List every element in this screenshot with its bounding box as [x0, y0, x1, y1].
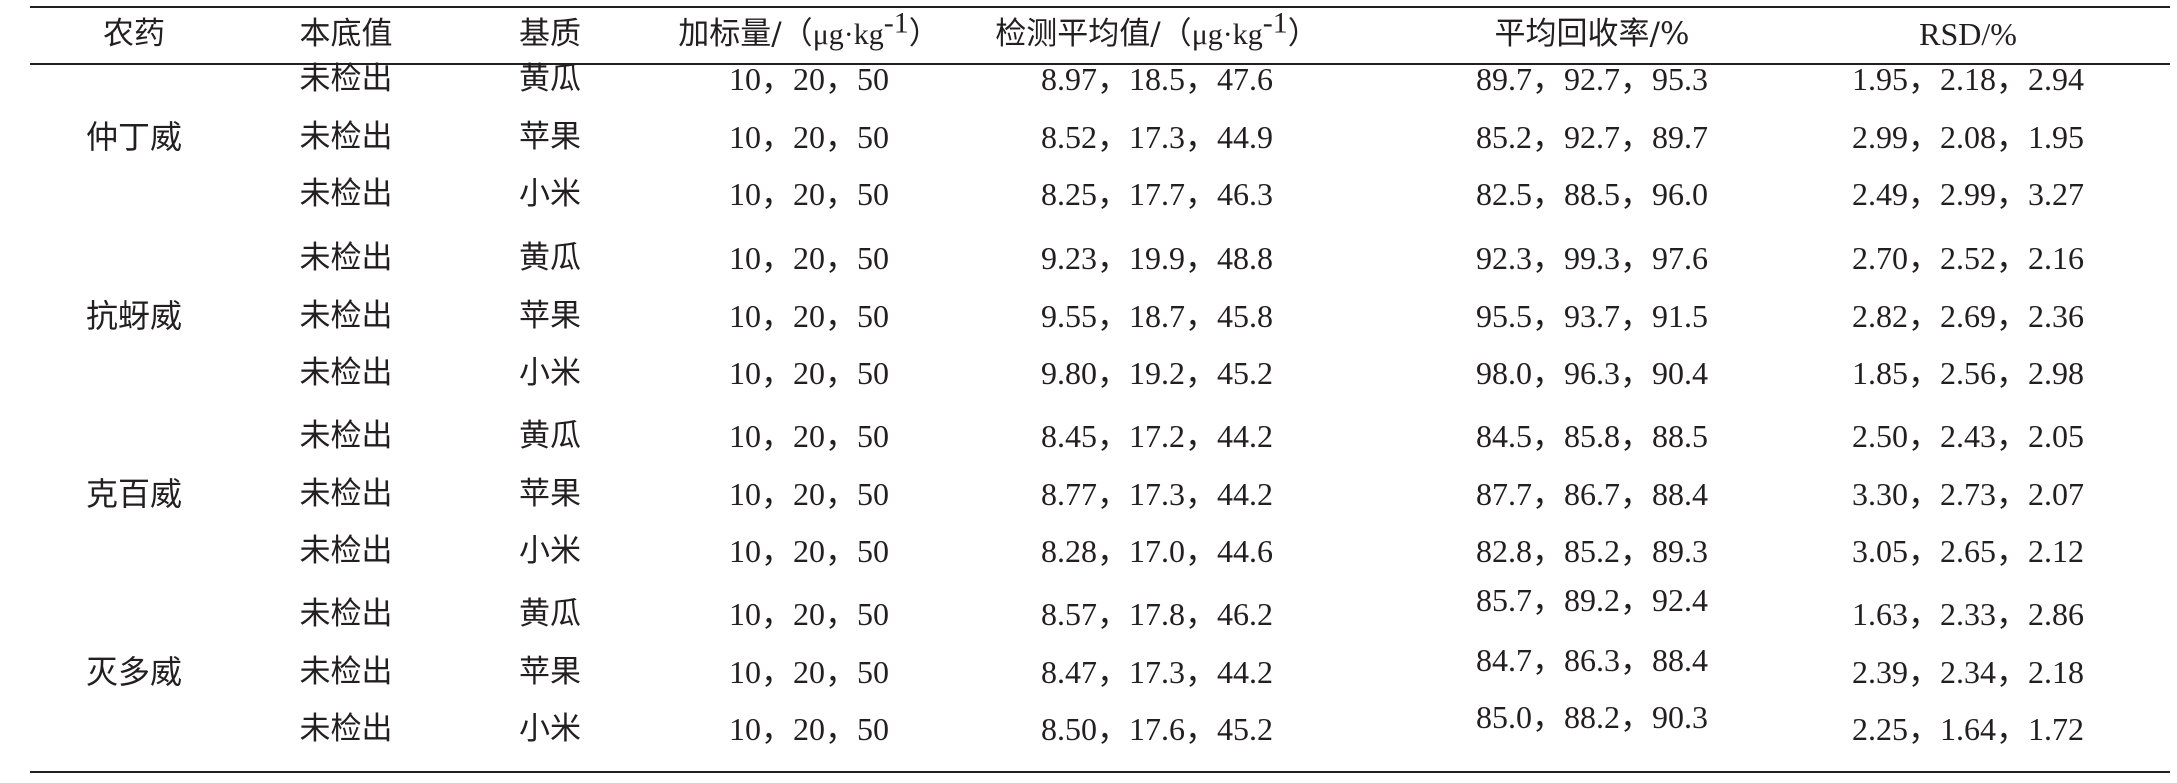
header-spike-level: 加标量/（μg·kg-1）	[678, 8, 940, 54]
header-spike-suffix: ）	[908, 16, 940, 52]
cell-matrix: 小米	[519, 711, 581, 747]
cell-spike: 10，20，50	[728, 297, 890, 334]
cell-matrix: 苹果	[519, 653, 581, 690]
cell-background: 未检出	[299, 176, 393, 212]
cell-background: 未检出	[299, 533, 393, 569]
cell-recovery: 95.5，93.7，91.5	[1475, 297, 1709, 334]
cell-recovery: 85.0，88.2，90.3	[1475, 699, 1709, 735]
cell-spike: 10，20，50	[728, 118, 890, 155]
header-measured-mean: 检测平均值/（μg·kg-1）	[995, 8, 1319, 54]
cell-recovery: 84.7，86.3，88.4	[1475, 641, 1709, 678]
table-bottom-rule	[30, 771, 2170, 773]
cell-background: 未检出	[299, 711, 393, 747]
header-spike-unit: μg·kg	[812, 18, 884, 51]
cell-rsd: 2.70，2.52，2.16	[1851, 240, 2085, 276]
cell-measured: 8.52，17.3，44.9	[1040, 118, 1274, 155]
cell-measured: 8.25，17.7，46.3	[1040, 176, 1274, 212]
cell-rsd: 1.63，2.33，2.86	[1851, 596, 2085, 632]
header-rsd: RSD/%	[1919, 16, 2017, 52]
cell-matrix: 黄瓜	[519, 61, 581, 97]
header-measured-sup: -1	[1262, 6, 1288, 40]
cell-background: 未检出	[299, 297, 393, 334]
cell-matrix: 小米	[519, 176, 581, 212]
cell-measured: 8.77，17.3，44.2	[1040, 475, 1274, 512]
header-measured-prefix: 检测平均值/（	[995, 16, 1192, 52]
pesticide-name: 仲丁威	[85, 117, 183, 156]
cell-recovery: 85.2，92.7，89.7	[1475, 118, 1709, 155]
header-spike-prefix: 加标量/（	[678, 16, 813, 52]
header-recovery: 平均回收率/%	[1494, 16, 1690, 52]
cell-background: 未检出	[299, 596, 393, 632]
cell-rsd: 2.99，2.08，1.95	[1851, 118, 2085, 155]
cell-matrix: 小米	[519, 533, 581, 569]
cell-measured: 8.45，17.2，44.2	[1040, 418, 1274, 454]
cell-measured: 8.57，17.8，46.2	[1040, 596, 1274, 632]
cell-measured: 8.50，17.6，45.2	[1040, 711, 1274, 747]
cell-recovery: 84.5，85.8，88.5	[1475, 418, 1709, 454]
cell-background: 未检出	[299, 61, 393, 97]
cell-spike: 10，20，50	[728, 61, 890, 97]
cell-background: 未检出	[299, 418, 393, 454]
cell-measured: 8.97，18.5，47.6	[1040, 61, 1274, 97]
cell-spike: 10，20，50	[728, 596, 890, 632]
cell-background: 未检出	[299, 475, 393, 512]
cell-rsd: 3.05，2.65，2.12	[1851, 533, 2085, 569]
header-measured-suffix: ）	[1287, 16, 1319, 52]
cell-spike: 10，20，50	[728, 418, 890, 454]
cell-recovery: 98.0，96.3，90.4	[1475, 355, 1709, 391]
cell-measured: 9.80，19.2，45.2	[1040, 355, 1274, 391]
cell-rsd: 2.39，2.34，2.18	[1851, 653, 2085, 690]
cell-background: 未检出	[299, 355, 393, 391]
cell-rsd: 2.49，2.99，3.27	[1851, 176, 2085, 212]
cell-recovery: 82.8，85.2，89.3	[1475, 533, 1709, 569]
cell-rsd: 1.95，2.18，2.94	[1851, 61, 2085, 97]
cell-spike: 10，20，50	[728, 475, 890, 512]
cell-matrix: 苹果	[519, 297, 581, 334]
cell-rsd: 2.82，2.69，2.36	[1851, 297, 2085, 334]
cell-recovery: 89.7，92.7，95.3	[1475, 61, 1709, 97]
pesticide-name: 灭多威	[85, 652, 183, 691]
cell-recovery: 82.5，88.5，96.0	[1475, 176, 1709, 212]
cell-background: 未检出	[299, 653, 393, 690]
cell-spike: 10，20，50	[728, 711, 890, 747]
cell-background: 未检出	[299, 118, 393, 155]
pesticide-name: 克百威	[85, 474, 183, 513]
cell-matrix: 小米	[519, 355, 581, 391]
header-spike-sup: -1	[883, 6, 909, 40]
cell-rsd: 2.25，1.64，1.72	[1851, 711, 2085, 747]
cell-background: 未检出	[299, 240, 393, 276]
cell-matrix: 黄瓜	[519, 418, 581, 454]
cell-matrix: 苹果	[519, 118, 581, 155]
table-top-rule	[30, 6, 2170, 8]
pesticide-name: 抗蚜威	[85, 296, 183, 335]
header-background: 本底值	[299, 16, 393, 52]
cell-spike: 10，20，50	[728, 533, 890, 569]
cell-measured: 9.23，19.9，48.8	[1040, 240, 1274, 276]
cell-spike: 10，20，50	[728, 176, 890, 212]
cell-recovery: 85.7，89.2，92.4	[1475, 582, 1709, 618]
cell-measured: 8.47，17.3，44.2	[1040, 653, 1274, 690]
cell-rsd: 2.50，2.43，2.05	[1851, 418, 2085, 454]
cell-spike: 10，20，50	[728, 240, 890, 276]
cell-matrix: 黄瓜	[519, 596, 581, 632]
cell-measured: 9.55，18.7，45.8	[1040, 297, 1274, 334]
cell-matrix: 苹果	[519, 475, 581, 512]
cell-spike: 10，20，50	[728, 355, 890, 391]
cell-measured: 8.28，17.0，44.6	[1040, 533, 1274, 569]
table-header-rule	[30, 63, 2170, 65]
cell-rsd: 3.30，2.73，2.07	[1851, 475, 2085, 512]
cell-matrix: 黄瓜	[519, 240, 581, 276]
cell-recovery: 92.3，99.3，97.6	[1475, 240, 1709, 276]
header-pesticide: 农药	[103, 16, 165, 52]
header-measured-unit: μg·kg	[1191, 18, 1263, 51]
header-matrix: 基质	[519, 16, 581, 52]
cell-recovery: 87.7，86.7，88.4	[1475, 475, 1709, 512]
cell-spike: 10，20，50	[728, 653, 890, 690]
cell-rsd: 1.85，2.56，2.98	[1851, 355, 2085, 391]
